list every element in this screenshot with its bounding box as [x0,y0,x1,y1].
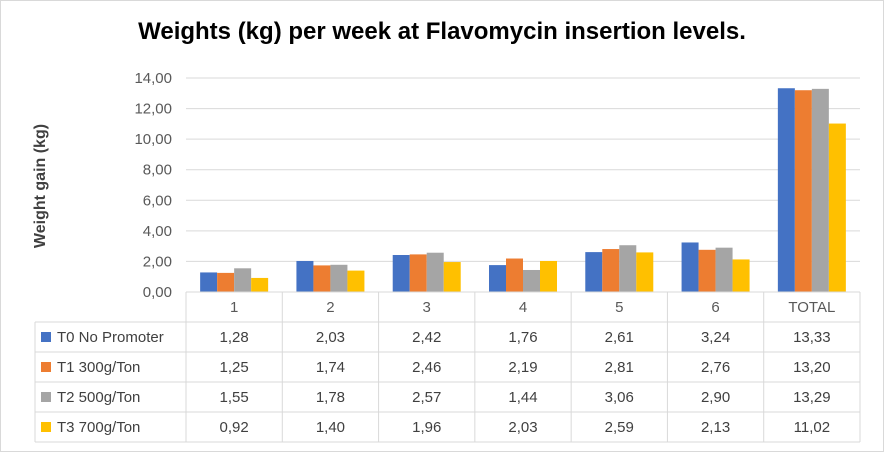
bar [523,269,540,292]
data-label: 2,76 [701,359,730,376]
bar [732,259,750,292]
legend-key [41,392,51,402]
legend-label: T0 No Promoter [57,329,164,346]
bar [777,88,795,293]
y-tick-label: 0,00 [143,284,172,301]
bar [217,272,235,292]
data-label: 2,46 [412,359,441,376]
y-tick-label: 6,00 [143,192,172,209]
data-label: 2,59 [605,419,634,436]
y-tick-label: 2,00 [143,253,172,270]
bar [506,258,523,292]
bar [811,88,829,292]
bar [794,90,812,292]
bar [409,254,427,292]
data-label: 1,55 [220,389,249,406]
bar [426,252,444,292]
data-label: 1,44 [508,389,537,406]
bar [828,123,846,293]
data-label: 1,74 [316,359,345,376]
data-label: 11,02 [794,419,830,436]
legend-key [41,422,51,432]
bar [619,245,637,292]
data-label: 2,03 [316,329,345,346]
y-tick-label: 4,00 [143,223,172,240]
data-label: 13,29 [793,389,831,406]
bar [251,277,269,292]
bar [602,249,620,292]
x-tick-label: 5 [615,299,623,316]
bar [715,247,733,292]
x-tick-label: 6 [711,299,719,316]
bar [296,260,314,292]
legend-key [41,362,51,372]
data-label: 1,78 [316,389,345,406]
bar [200,272,218,292]
data-label: 1,96 [412,419,441,436]
bar [313,265,331,292]
legend-label: T1 300g/Ton [57,359,140,376]
data-label: 3,24 [701,329,730,346]
bar [681,242,699,292]
y-tick-label: 14,00 [134,70,172,87]
legend-label: T2 500g/Ton [57,389,140,406]
bar [234,268,252,292]
data-label: 2,90 [701,389,730,406]
data-label: 0,92 [220,419,249,436]
bar [540,260,557,292]
x-tick-label: TOTAL [788,299,835,316]
data-label: 2,61 [605,329,634,346]
data-label: 2,57 [412,389,441,406]
data-label: 1,40 [316,419,345,436]
data-label: 13,33 [793,329,831,346]
y-tick-label: 8,00 [143,162,172,179]
data-label: 2,03 [508,419,537,436]
data-label: 1,76 [508,329,537,346]
bar [636,252,654,292]
bar [347,270,365,292]
bar [698,249,716,292]
x-tick-label: 3 [423,299,431,316]
data-label: 1,25 [220,359,249,376]
x-tick-label: 2 [326,299,334,316]
data-label: 3,06 [605,389,634,406]
y-tick-label: 10,00 [134,131,172,148]
data-label: 13,20 [793,359,831,376]
bar [489,265,506,292]
bar [585,252,603,292]
x-tick-label: 4 [519,299,527,316]
chart-title: Weights (kg) per week at Flavomycin inse… [138,18,746,45]
data-label: 1,28 [220,329,249,346]
legend-label: T3 700g/Ton [57,419,140,436]
bar [443,262,461,292]
bar [330,264,348,292]
y-tick-label: 12,00 [134,101,172,118]
data-label: 2,13 [701,419,730,436]
x-tick-label: 1 [230,299,238,316]
data-label: 2,42 [412,329,441,346]
legend-key [41,332,51,342]
data-label: 2,19 [508,359,537,376]
bar [392,255,410,292]
data-label: 2,81 [605,359,634,376]
